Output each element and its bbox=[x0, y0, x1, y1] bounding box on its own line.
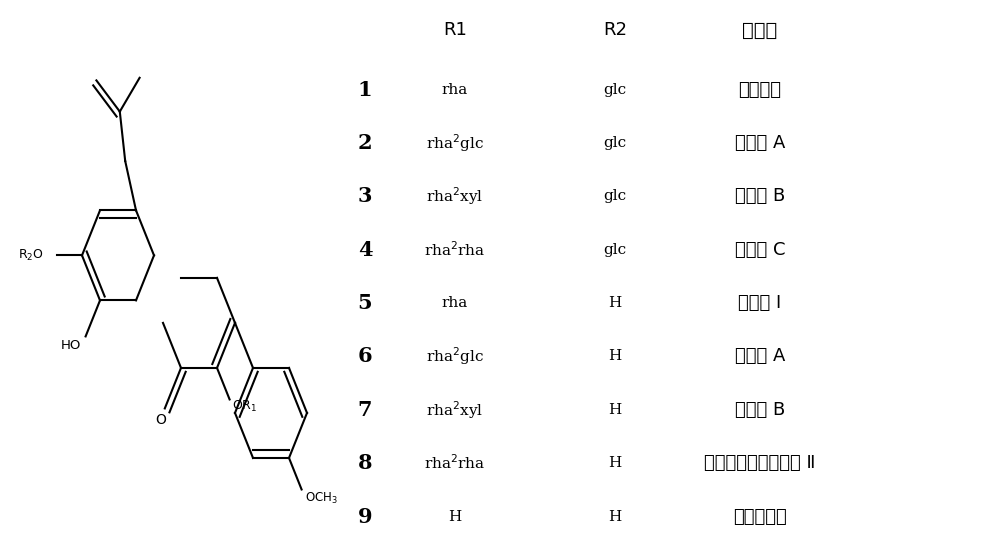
Text: glc: glc bbox=[603, 243, 627, 257]
Text: 化合物: 化合物 bbox=[742, 21, 778, 40]
Text: 8: 8 bbox=[358, 453, 372, 473]
Text: 9: 9 bbox=[358, 507, 372, 526]
Text: R$_2$O: R$_2$O bbox=[18, 248, 44, 263]
Text: 2: 2 bbox=[358, 133, 372, 153]
Text: rha: rha bbox=[442, 296, 468, 310]
Text: 6: 6 bbox=[358, 346, 372, 367]
Text: rha$^2$rha: rha$^2$rha bbox=[424, 454, 486, 472]
Text: 宝藿苷 I: 宝藿苷 I bbox=[738, 294, 782, 312]
Text: H: H bbox=[608, 456, 622, 470]
Text: rha$^2$xyl: rha$^2$xyl bbox=[426, 185, 484, 207]
Text: OR$_1$: OR$_1$ bbox=[232, 399, 258, 414]
Text: glc: glc bbox=[603, 189, 627, 204]
Text: H: H bbox=[448, 509, 462, 524]
Text: glc: glc bbox=[603, 82, 627, 97]
Text: H: H bbox=[608, 403, 622, 417]
Text: H: H bbox=[608, 349, 622, 363]
Text: H: H bbox=[608, 296, 622, 310]
Text: R2: R2 bbox=[603, 22, 627, 39]
Text: 淫羊藿苷元: 淫羊藿苷元 bbox=[733, 508, 787, 525]
Text: R1: R1 bbox=[443, 22, 467, 39]
Text: 朝藿定 C: 朝藿定 C bbox=[735, 241, 785, 259]
Text: rha$^2$glc: rha$^2$glc bbox=[426, 346, 484, 367]
Text: 朝藿定 A: 朝藿定 A bbox=[735, 134, 785, 152]
Text: 箭藿苷 B: 箭藿苷 B bbox=[735, 401, 785, 419]
Text: 箭藿苷 A: 箭藿苷 A bbox=[735, 347, 785, 366]
Text: O: O bbox=[155, 413, 166, 427]
Text: OCH$_3$: OCH$_3$ bbox=[305, 491, 338, 506]
Text: 5: 5 bbox=[358, 293, 372, 313]
Text: 3: 3 bbox=[358, 186, 372, 206]
Text: H: H bbox=[608, 509, 622, 524]
Text: 鼠李糖基淫羊藿次苷 Ⅱ: 鼠李糖基淫羊藿次苷 Ⅱ bbox=[704, 454, 816, 472]
Text: 朝藿定 B: 朝藿定 B bbox=[735, 187, 785, 205]
Text: 4: 4 bbox=[358, 239, 372, 260]
Text: rha$^2$rha: rha$^2$rha bbox=[424, 241, 486, 259]
Text: 1: 1 bbox=[358, 80, 372, 100]
Text: glc: glc bbox=[603, 136, 627, 150]
Text: 7: 7 bbox=[358, 400, 372, 420]
Text: rha: rha bbox=[442, 82, 468, 97]
Text: rha$^2$xyl: rha$^2$xyl bbox=[426, 399, 484, 421]
Text: rha$^2$glc: rha$^2$glc bbox=[426, 132, 484, 154]
Text: HO: HO bbox=[61, 339, 81, 352]
Text: 淫羊藿苷: 淫羊藿苷 bbox=[738, 81, 782, 98]
